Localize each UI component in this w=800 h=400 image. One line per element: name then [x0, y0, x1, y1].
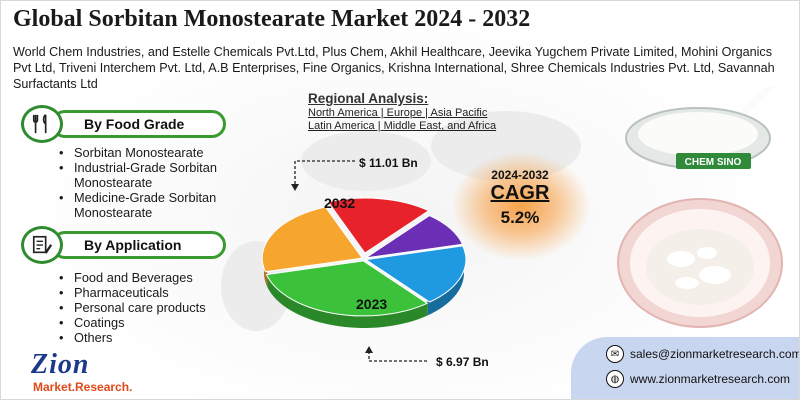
list-item: Pharmaceuticals	[59, 285, 206, 300]
list-item: Food and Beverages	[59, 270, 206, 285]
contact-email-row[interactable]: ✉ sales@zionmarketresearch.com	[606, 345, 800, 363]
website-link[interactable]: www.zionmarketresearch.com	[630, 372, 791, 386]
segment-header-application: By Application	[21, 226, 226, 264]
pie-slice-side	[427, 259, 464, 316]
cagr-value: 5.2%	[500, 208, 540, 227]
list-item: Sorbitan Monostearate	[59, 145, 229, 160]
pie-slice	[265, 260, 429, 317]
contact-website-row[interactable]: ◍ www.zionmarketresearch.com	[606, 370, 790, 388]
list-item: Coatings	[59, 315, 206, 330]
callout-arrow-2023	[365, 346, 429, 362]
logo-name: Zion	[31, 349, 90, 380]
segment-header-food-grade: By Food Grade	[21, 105, 226, 143]
pie-slice	[327, 197, 430, 254]
list-item: Personal care products	[59, 300, 206, 315]
pie-label-2023: 2023	[356, 296, 387, 312]
pie-slice	[365, 214, 464, 259]
key-players-text: World Chem Industries, and Estelle Chemi…	[13, 45, 775, 91]
segment-list-application: Food and Beverages Pharmaceuticals Perso…	[59, 270, 206, 345]
market-pie-chart: 2032 2023	[261, 195, 467, 328]
list-item: Industrial-Grade Sorbitan Monostearate	[59, 160, 229, 190]
regional-list-line: North America | Europe | Asia Pacific	[308, 107, 488, 119]
document-pen-icon	[21, 226, 63, 264]
regional-list-line: Latin America | Middle East, and Africa	[308, 120, 497, 132]
cagr-years: 2024-2032	[491, 168, 549, 182]
utensils-icon	[21, 105, 63, 143]
cagr-label: CAGR	[490, 182, 550, 204]
email-link[interactable]: sales@zionmarketresearch.com	[630, 347, 800, 361]
list-item: Medicine-Grade Sorbitan Monostearate	[59, 190, 229, 220]
powder-dish-image	[617, 198, 783, 328]
logo-subtitle: Market.Research.	[33, 380, 133, 394]
pie-label-2032: 2032	[324, 195, 355, 211]
regional-analysis-title: Regional Analysis:	[308, 91, 429, 106]
callout-arrow-2032	[291, 160, 355, 191]
segment-label: By Application	[51, 231, 226, 259]
list-item: Others	[59, 330, 206, 345]
product-label: CHEM SINO	[685, 157, 742, 168]
cagr-glow	[451, 151, 591, 261]
pie-slice	[261, 206, 364, 273]
segment-list-food-grade: Sorbitan Monostearate Industrial-Grade S…	[59, 145, 229, 220]
product-dish-image: CHEM SINO	[625, 86, 776, 169]
segment-label: By Food Grade	[51, 110, 226, 138]
email-icon: ✉	[606, 345, 624, 363]
pie-slice	[364, 245, 467, 303]
market-value-2023: $ 6.97 Bn	[436, 355, 489, 369]
globe-icon: ◍	[606, 370, 624, 388]
market-value-2032: $ 11.01 Bn	[359, 156, 418, 170]
zion-logo: Zion Market.Research.	[31, 349, 133, 399]
page-title: Global Sorbitan Monostearate Market 2024…	[13, 6, 531, 32]
